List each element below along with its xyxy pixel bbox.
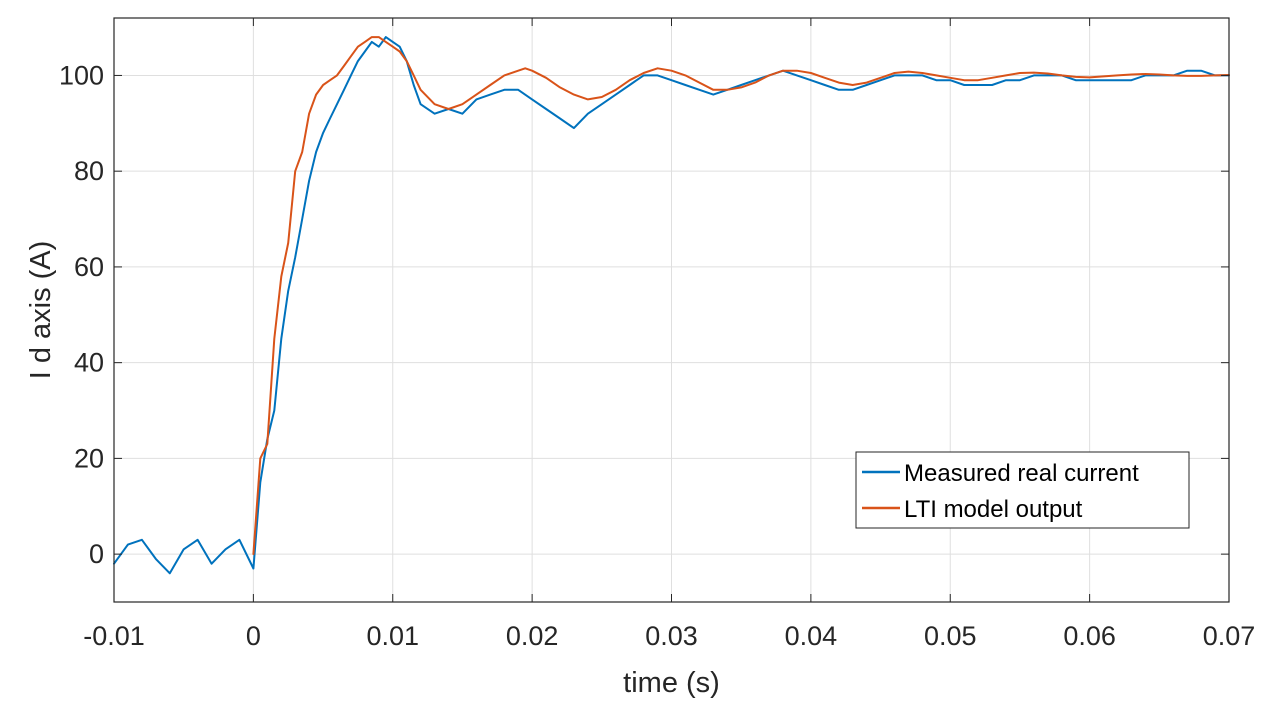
x-tick-label: 0.04 <box>785 621 838 651</box>
series-layer <box>113 36 1230 575</box>
x-tick-label: -0.01 <box>83 621 145 651</box>
series-line-0 <box>113 36 1230 575</box>
y-axis-label: I d axis (A) <box>25 241 57 380</box>
x-tick-label: 0.02 <box>506 621 559 651</box>
x-tick-label: 0.03 <box>645 621 698 651</box>
y-tick-labels: 0 20 40 60 80 100 <box>59 60 104 569</box>
x-tick-label: 0.05 <box>924 621 977 651</box>
legend-entry-lti-model-output: LTI model output <box>904 496 1083 523</box>
grid-lines <box>113 18 1230 602</box>
x-tick-label: 0.06 <box>1063 621 1116 651</box>
y-tick-label: 0 <box>89 539 104 569</box>
tick-marks <box>113 18 1230 602</box>
y-tick-label: 80 <box>74 156 104 186</box>
legend-entry-measured-real-current: Measured real current <box>904 460 1139 487</box>
legend-box <box>855 451 1190 529</box>
x-tick-labels: -0.01 0 0.01 0.02 0.03 0.04 0.05 0.06 0.07 <box>83 621 1255 651</box>
x-axis-label: time (s) <box>623 667 720 698</box>
y-tick-label: 100 <box>59 60 104 90</box>
x-tick-label: 0.01 <box>366 621 419 651</box>
y-tick-label: 20 <box>74 443 104 473</box>
y-tick-label: 40 <box>74 348 104 378</box>
x-tick-label: 0.07 <box>1203 621 1256 651</box>
y-tick-label: 60 <box>74 252 104 282</box>
legend: Measured real current LTI model output <box>855 451 1190 529</box>
series-line-1 <box>252 36 1230 556</box>
x-tick-label: 0 <box>246 621 261 651</box>
